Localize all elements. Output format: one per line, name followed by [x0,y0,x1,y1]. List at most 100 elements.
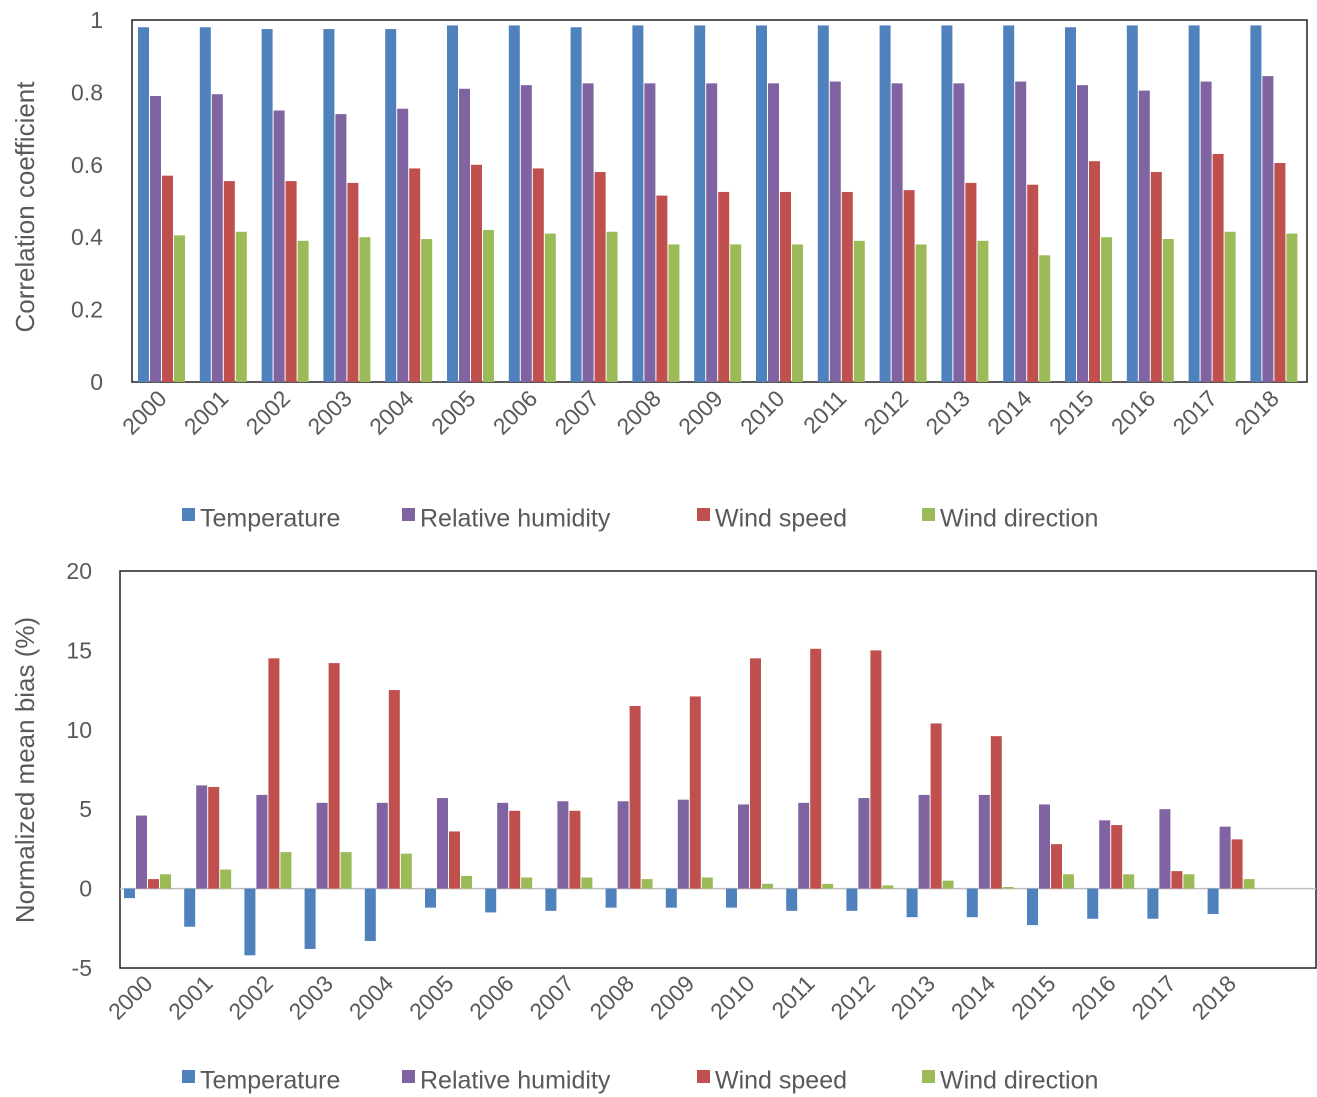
bar-temperature [1065,27,1076,383]
bar-wind-direction [1101,237,1112,382]
bar-wind-direction [1123,874,1135,889]
legend-swatch [922,508,935,521]
bar-relative-humidity [858,798,870,889]
bar-temperature [1207,888,1219,915]
bar-wind-speed [689,696,701,889]
bar-relative-humidity [520,85,532,382]
x-tick-label: 2003 [284,970,339,1025]
bar-wind-speed [532,168,544,382]
bar-wind-direction [1162,239,1174,382]
y-tick-label: 0 [79,876,92,902]
bar-wind-speed [1150,172,1162,382]
bar-wind-direction [400,853,412,889]
x-tick-label: 2012 [859,385,914,440]
bar-relative-humidity [1219,826,1231,889]
bar-relative-humidity [1015,81,1027,382]
bar-wind-speed [208,786,220,889]
bar-wind-speed [780,191,791,382]
bar-temperature [508,25,520,383]
bar-wind-speed [965,182,977,382]
legend-swatch [697,508,710,521]
x-tick-label: 2002 [241,385,296,440]
legend-swatch [182,508,195,521]
bar-wind-direction [668,244,680,382]
bar-wind-speed [870,650,882,889]
bar-temperature [1250,25,1262,383]
bar-wind-speed [1274,162,1286,382]
bar-temperature [1126,25,1138,383]
bar-relative-humidity [316,802,328,889]
bar-wind-direction [1243,879,1255,889]
bar-temperature [364,888,376,942]
bar-wind-direction [1002,887,1014,889]
bar-wind-speed [409,168,421,382]
bar-wind-direction [544,233,556,382]
x-tick-label: 2011 [798,385,851,438]
x-tick-label: 2010 [735,385,790,440]
bar-relative-humidity [706,83,718,382]
bar-temperature [1003,25,1015,383]
x-tick-label: 2009 [673,385,728,440]
bar-wind-direction [160,874,171,889]
y-tick-label: 10 [66,717,92,743]
y-tick-label: 0 [90,369,103,395]
bar-temperature [124,888,135,899]
x-tick-label: 2017 [1168,385,1223,440]
y-tick-label: 0.2 [71,297,103,323]
bar-temperature [570,27,582,383]
x-tick-label: 2007 [524,970,579,1025]
bar-wind-direction [853,240,865,382]
bar-temperature [138,27,149,383]
bar-wind-direction [882,885,894,889]
bar-relative-humidity [1039,804,1050,889]
x-tick-label: 2013 [886,970,941,1025]
bar-wind-speed [285,181,297,382]
legend-label: Relative humidity [420,505,611,533]
bar-wind-speed [162,175,173,382]
bar-relative-humidity [1099,820,1111,889]
bar-wind-direction [521,877,533,889]
bar-temperature [1087,888,1099,919]
x-tick-label: 2010 [705,970,760,1025]
bar-wind-direction [1224,231,1236,382]
x-tick-label: 2002 [223,970,278,1025]
legend-label: Temperature [200,505,340,533]
bar-temperature [244,888,256,956]
x-tick-label: 2018 [1229,385,1284,440]
bar-relative-humidity [196,785,208,889]
bar-relative-humidity [376,802,388,889]
bar-wind-speed [268,658,280,889]
bar-wind-speed [750,658,761,889]
bar-wind-speed [718,191,730,382]
bar-wind-speed [903,190,915,382]
x-tick-label: 2003 [302,385,357,440]
bar-wind-speed [347,182,359,382]
bar-temperature [632,25,644,383]
bar-wind-direction [606,231,618,382]
bar-wind-speed [388,690,400,889]
x-tick-label: 2008 [585,970,640,1025]
bar-wind-direction [1039,255,1051,382]
bar-relative-humidity [211,94,223,383]
correlation-chart: Correlation coefficient 0 0.2 0.4 0.6 0.8 1 20… [10,7,1308,533]
bar-wind-speed [569,810,581,889]
bar-wind-speed [471,164,482,382]
x-tick-label: 2006 [464,970,519,1025]
bar-wind-speed [1027,184,1039,382]
bar-wind-speed [656,195,668,382]
bar-wind-direction [701,877,713,889]
bar-temperature [756,25,767,383]
y-axis-label: Normalized mean bias (%) [10,617,40,923]
legend-label: Wind direction [940,1067,1098,1095]
bar-temperature [694,25,706,383]
legend-swatch [402,1070,415,1083]
bar-relative-humidity [497,802,509,889]
bar-relative-humidity [1200,81,1212,382]
bar-relative-humidity [829,81,841,382]
x-tick-label: 2014 [946,970,1001,1025]
bar-relative-humidity [256,794,268,889]
bar-temperature [817,25,829,383]
bar-temperature [261,29,273,383]
